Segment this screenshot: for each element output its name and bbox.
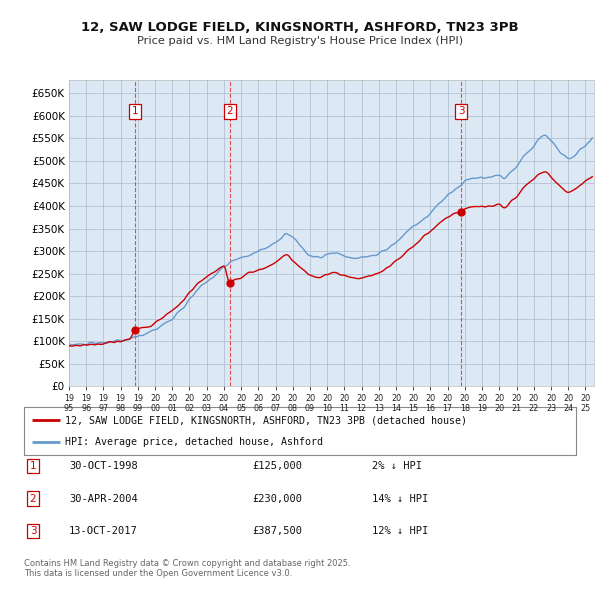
- Text: 12, SAW LODGE FIELD, KINGSNORTH, ASHFORD, TN23 3PB: 12, SAW LODGE FIELD, KINGSNORTH, ASHFORD…: [81, 21, 519, 34]
- Text: 20
06: 20 06: [253, 394, 263, 413]
- Text: 20
09: 20 09: [305, 394, 315, 413]
- Text: 19
95: 19 95: [64, 394, 74, 413]
- Text: 20
07: 20 07: [271, 394, 281, 413]
- Text: 20
05: 20 05: [236, 394, 246, 413]
- Text: 20
12: 20 12: [356, 394, 367, 413]
- Text: 20
03: 20 03: [202, 394, 212, 413]
- Text: 20
19: 20 19: [477, 394, 487, 413]
- Text: 20
13: 20 13: [374, 394, 384, 413]
- Text: 20
20: 20 20: [494, 394, 505, 413]
- Text: HPI: Average price, detached house, Ashford: HPI: Average price, detached house, Ashf…: [65, 437, 323, 447]
- Text: 2% ↓ HPI: 2% ↓ HPI: [372, 461, 422, 471]
- Text: 20
22: 20 22: [529, 394, 539, 413]
- Text: 20
18: 20 18: [460, 394, 470, 413]
- Text: 30-OCT-1998: 30-OCT-1998: [69, 461, 138, 471]
- Text: Price paid vs. HM Land Registry's House Price Index (HPI): Price paid vs. HM Land Registry's House …: [137, 36, 463, 46]
- Text: £125,000: £125,000: [252, 461, 302, 471]
- Text: 2: 2: [226, 106, 233, 116]
- Text: 12% ↓ HPI: 12% ↓ HPI: [372, 526, 428, 536]
- Text: 20
04: 20 04: [219, 394, 229, 413]
- Text: 19
96: 19 96: [81, 394, 91, 413]
- Text: 20
17: 20 17: [443, 394, 453, 413]
- Text: 20
11: 20 11: [340, 394, 349, 413]
- Text: 20
16: 20 16: [425, 394, 436, 413]
- Text: 20
23: 20 23: [546, 394, 556, 413]
- Text: 13-OCT-2017: 13-OCT-2017: [69, 526, 138, 536]
- Text: 19
98: 19 98: [116, 394, 126, 413]
- Text: 1: 1: [29, 461, 37, 471]
- Text: 20
14: 20 14: [391, 394, 401, 413]
- Text: 3: 3: [29, 526, 37, 536]
- Text: 12, SAW LODGE FIELD, KINGSNORTH, ASHFORD, TN23 3PB (detached house): 12, SAW LODGE FIELD, KINGSNORTH, ASHFORD…: [65, 415, 467, 425]
- Text: 20
25: 20 25: [580, 394, 590, 413]
- Text: 20
00: 20 00: [150, 394, 160, 413]
- Text: 30-APR-2004: 30-APR-2004: [69, 494, 138, 503]
- Text: 3: 3: [458, 106, 464, 116]
- Text: £387,500: £387,500: [252, 526, 302, 536]
- Text: 2: 2: [29, 494, 37, 503]
- Text: 20
21: 20 21: [511, 394, 521, 413]
- Text: 20
15: 20 15: [408, 394, 418, 413]
- Text: 14% ↓ HPI: 14% ↓ HPI: [372, 494, 428, 503]
- Text: 20
02: 20 02: [184, 394, 194, 413]
- Text: This data is licensed under the Open Government Licence v3.0.: This data is licensed under the Open Gov…: [24, 569, 292, 578]
- Text: £230,000: £230,000: [252, 494, 302, 503]
- Text: 1: 1: [131, 106, 138, 116]
- Text: 20
10: 20 10: [322, 394, 332, 413]
- Text: 19
97: 19 97: [98, 394, 109, 413]
- Text: Contains HM Land Registry data © Crown copyright and database right 2025.: Contains HM Land Registry data © Crown c…: [24, 559, 350, 568]
- Text: 20
24: 20 24: [563, 394, 573, 413]
- Text: 20
08: 20 08: [288, 394, 298, 413]
- Text: 20
01: 20 01: [167, 394, 178, 413]
- Text: 19
99: 19 99: [133, 394, 143, 413]
